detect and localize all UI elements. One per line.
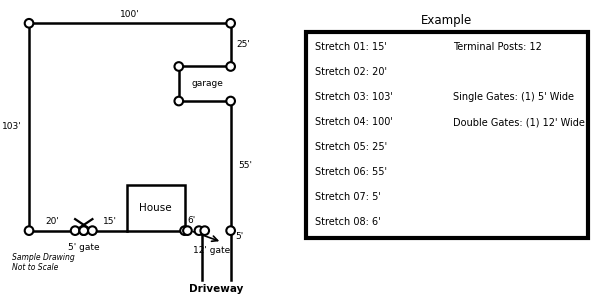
Text: 12' gate: 12' gate	[193, 246, 230, 255]
Circle shape	[25, 226, 34, 235]
Text: Stretch 01: 15': Stretch 01: 15'	[314, 42, 386, 52]
Text: House: House	[139, 202, 172, 213]
Circle shape	[175, 97, 183, 105]
Text: garage: garage	[191, 79, 224, 88]
Text: 20': 20'	[45, 217, 59, 226]
Text: Stretch 06: 55': Stretch 06: 55'	[314, 167, 387, 177]
Text: Sample Drawing
Not to Scale: Sample Drawing Not to Scale	[12, 253, 74, 272]
Text: Double Gates: (1) 12' Wide: Double Gates: (1) 12' Wide	[453, 117, 585, 127]
Text: Driveway: Driveway	[189, 284, 244, 294]
Text: Single Gates: (1) 5' Wide: Single Gates: (1) 5' Wide	[453, 92, 574, 102]
Text: 25': 25'	[236, 40, 250, 50]
Text: Stretch 03: 103': Stretch 03: 103'	[314, 92, 392, 102]
Text: 15': 15'	[103, 217, 116, 226]
Text: Terminal Posts: 12: Terminal Posts: 12	[453, 42, 542, 52]
Bar	[306, 32, 588, 238]
Bar	[127, 184, 185, 231]
Circle shape	[175, 62, 183, 71]
Text: 55': 55'	[238, 161, 252, 170]
Circle shape	[88, 226, 97, 235]
Circle shape	[25, 19, 34, 28]
Circle shape	[183, 226, 192, 235]
Circle shape	[226, 226, 235, 235]
Circle shape	[200, 226, 209, 235]
Text: Example: Example	[421, 14, 473, 27]
Circle shape	[226, 19, 235, 28]
Circle shape	[79, 226, 88, 235]
Circle shape	[79, 226, 88, 235]
Circle shape	[194, 226, 203, 235]
Text: Stretch 07: 5': Stretch 07: 5'	[314, 192, 380, 202]
Text: Stretch 08: 6': Stretch 08: 6'	[314, 217, 380, 227]
Text: Stretch 04: 100': Stretch 04: 100'	[314, 117, 392, 127]
Text: 5': 5'	[235, 232, 243, 241]
Text: Stretch 05: 25': Stretch 05: 25'	[314, 142, 387, 152]
Text: 5' gate: 5' gate	[68, 243, 100, 252]
Circle shape	[226, 62, 235, 71]
Text: 100': 100'	[120, 10, 140, 19]
Circle shape	[180, 226, 189, 235]
Text: Stretch 02: 20': Stretch 02: 20'	[314, 67, 387, 77]
Circle shape	[226, 97, 235, 105]
Text: 103': 103'	[2, 122, 22, 131]
Text: 6': 6'	[187, 216, 196, 225]
Circle shape	[71, 226, 79, 235]
